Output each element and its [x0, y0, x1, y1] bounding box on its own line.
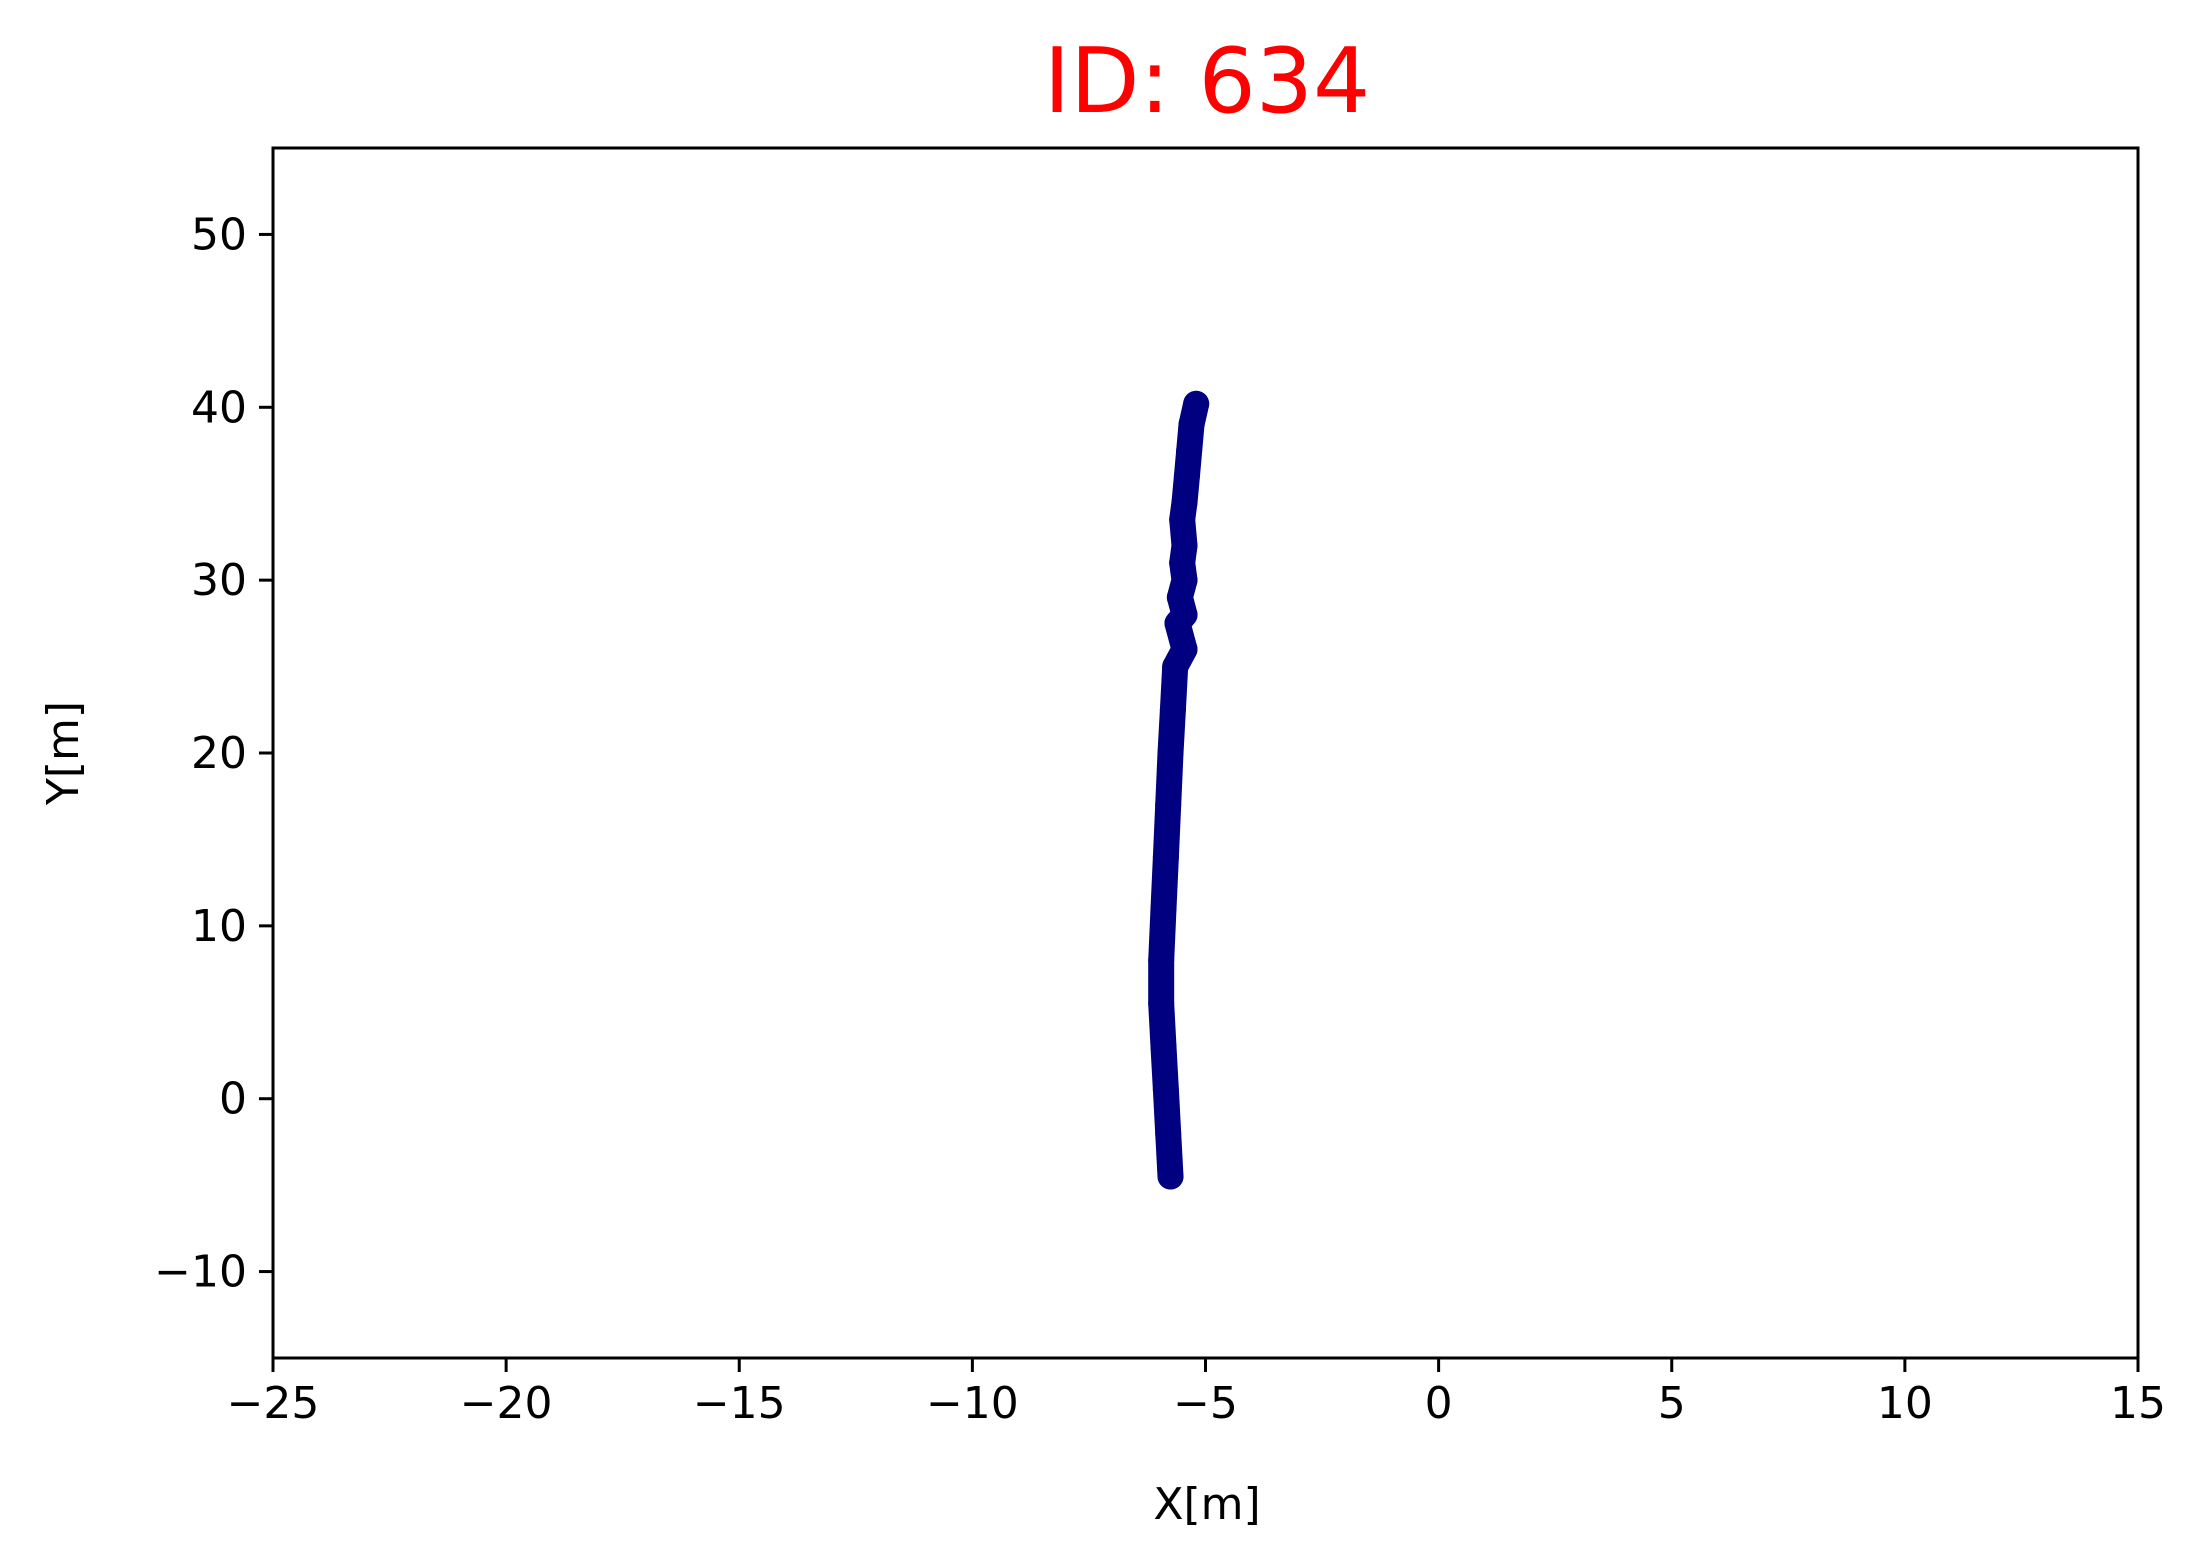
y-axis-label: Y[m] — [38, 701, 89, 806]
trajectory-point — [1171, 532, 1198, 559]
trajectory-point — [1171, 636, 1198, 663]
x-axis: −25 −20 −15 −10 −5 0 5 10 15 — [227, 1358, 2166, 1429]
trajectory-point — [1173, 463, 1200, 490]
trajectory-point — [1171, 489, 1198, 516]
trajectory-point — [1159, 696, 1186, 723]
trajectory-point — [1157, 740, 1184, 766]
x-tick-label: −20 — [460, 1378, 553, 1429]
trajectory-point — [1150, 1033, 1177, 1060]
x-tick-label: −25 — [227, 1378, 320, 1429]
x-tick-label: −10 — [926, 1378, 1019, 1429]
trajectory-point — [1152, 843, 1179, 870]
x-tick-label: 5 — [1658, 1378, 1686, 1429]
trajectory-point — [1148, 990, 1175, 1017]
trajectory-point — [1148, 947, 1175, 974]
trajectory-point — [1155, 791, 1182, 818]
x-axis-label: X[m] — [1153, 1479, 1260, 1530]
trajectory-series — [1148, 390, 1210, 1190]
y-tick-label: 0 — [219, 1074, 247, 1125]
x-tick-label: 0 — [1425, 1378, 1453, 1429]
trajectory-point — [1155, 1120, 1182, 1147]
y-tick-label: 20 — [191, 728, 247, 779]
trajectory-point — [1183, 390, 1210, 417]
trajectory-point — [1152, 1077, 1179, 1104]
x-tick-label: 15 — [2110, 1378, 2166, 1429]
y-tick-label: −10 — [154, 1247, 247, 1298]
x-tick-label: −15 — [693, 1378, 786, 1429]
y-tick-label: 50 — [191, 209, 247, 260]
y-tick-label: 40 — [191, 382, 247, 433]
trajectory-point — [1176, 437, 1203, 464]
trajectory-point — [1178, 411, 1205, 438]
y-tick-label: 30 — [191, 555, 247, 606]
y-tick-label: 10 — [191, 901, 247, 952]
trajectory-point — [1157, 1163, 1184, 1190]
trajectory-point — [1150, 895, 1177, 922]
x-tick-label: −5 — [1173, 1378, 1238, 1429]
chart-title: ID: 634 — [1044, 29, 1371, 134]
x-tick-label: 10 — [1877, 1378, 1933, 1429]
y-axis: −10 0 10 20 30 40 50 — [154, 209, 273, 1298]
